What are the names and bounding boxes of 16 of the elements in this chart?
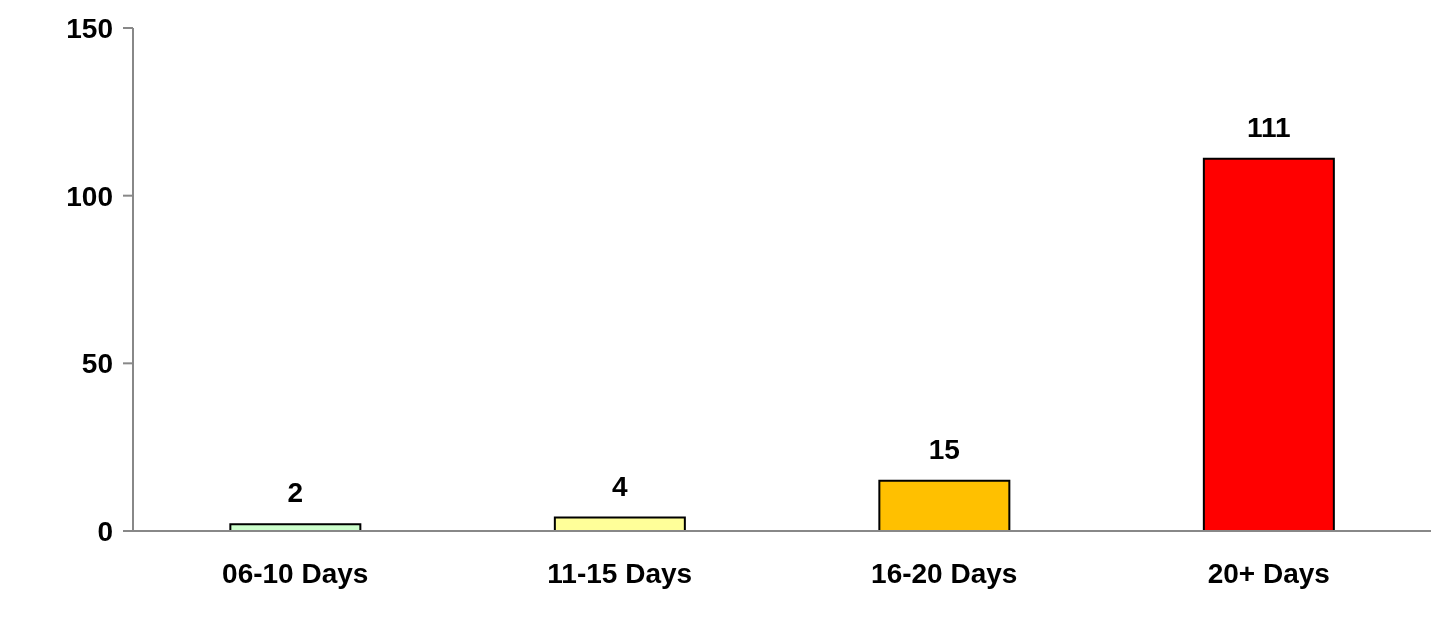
y-tick-label: 0	[97, 515, 113, 547]
y-tick-label: 100	[66, 180, 113, 212]
x-tick-label: 20+ Days	[1207, 557, 1330, 589]
bar	[553, 516, 686, 531]
data-label: 4	[612, 470, 629, 502]
x-tick-label: 06-10 Days	[222, 557, 369, 589]
data-label: 2	[287, 477, 304, 509]
x-tick-label: 16-20 Days	[871, 557, 1018, 589]
y-tick-label: 50	[81, 348, 113, 380]
data-label: 15	[928, 433, 960, 465]
x-tick-label: 11-15 Days	[547, 557, 693, 589]
y-tick-label: 150	[66, 12, 113, 44]
data-label: 111	[1247, 111, 1291, 143]
bar	[229, 523, 362, 531]
bar	[1202, 157, 1335, 531]
bar	[878, 479, 1011, 531]
